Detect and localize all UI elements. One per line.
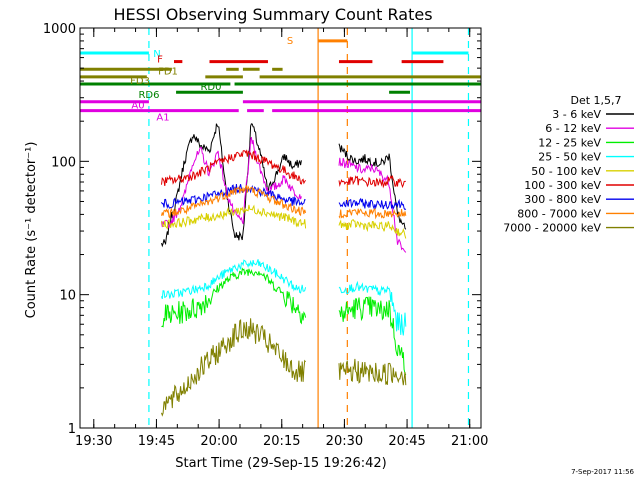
chart-title: HESSI Observing Summary Count Rates [113, 5, 432, 24]
legend-title: Det 1,5,7 [570, 94, 621, 107]
y-tick-label: 1000 [43, 22, 76, 37]
legend-entry-label: 300 - 800 keV [524, 193, 601, 206]
legend-entry-label: 50 - 100 keV [531, 165, 601, 178]
series-line [338, 157, 407, 253]
legend-entry-label: 3 - 6 keV [552, 108, 601, 121]
flag-label: A0 [131, 101, 144, 112]
x-tick-label: 20:30 [326, 434, 363, 449]
x-tick-label: 20:00 [200, 434, 237, 449]
series-line [338, 174, 406, 189]
x-axis-label: Start Time (29-Sep-15 19:26:42) [175, 456, 386, 471]
series-line [161, 123, 302, 248]
series-line [161, 136, 302, 229]
series-line [161, 184, 306, 209]
x-tick-label: 19:30 [75, 434, 112, 449]
series-line [161, 149, 307, 186]
series-line [338, 296, 407, 376]
y-tick-label: 10 [59, 289, 76, 304]
series-line [161, 204, 307, 230]
x-tick-label: 19:45 [138, 434, 175, 449]
series-line [338, 358, 407, 386]
series-line [338, 207, 407, 220]
series-line [338, 280, 407, 336]
series-line [161, 259, 307, 300]
legend-entry-label: 6 - 12 keV [545, 122, 601, 135]
series-line [338, 197, 407, 211]
flag-label: RD0 [200, 82, 221, 93]
generation-timestamp: 7-Sep-2017 11:56 [571, 468, 634, 476]
x-tick-label: 21:00 [451, 434, 488, 449]
series-line [338, 219, 407, 239]
flag-label: RD6 [138, 90, 159, 101]
legend-entry-label: 7000 - 20000 keV [503, 222, 601, 235]
legend-entry-label: 12 - 25 keV [538, 136, 601, 149]
series-line [161, 267, 307, 328]
flag-label: S [287, 36, 293, 47]
flag-label: FD3 [130, 76, 150, 87]
legend-entry-label: 800 - 7000 keV [517, 207, 601, 220]
y-axis-label: Count Rate (s⁻¹ detector⁻¹) [24, 142, 39, 319]
x-tick-label: 20:15 [263, 434, 300, 449]
legend-entry-label: 25 - 50 keV [538, 151, 601, 164]
y-tick-label: 100 [51, 155, 76, 170]
flag-label: F [157, 55, 163, 66]
legend-entry-label: 100 - 300 keV [524, 179, 601, 192]
plot-frame [79, 27, 482, 429]
series-line [161, 318, 306, 417]
flag-label: N [153, 49, 160, 60]
series-line [161, 185, 307, 219]
x-tick-label: 20:45 [388, 434, 425, 449]
flag-label: A1 [156, 113, 169, 124]
flag-label: FD1 [158, 66, 178, 77]
y-tick-label: 1 [68, 422, 76, 437]
